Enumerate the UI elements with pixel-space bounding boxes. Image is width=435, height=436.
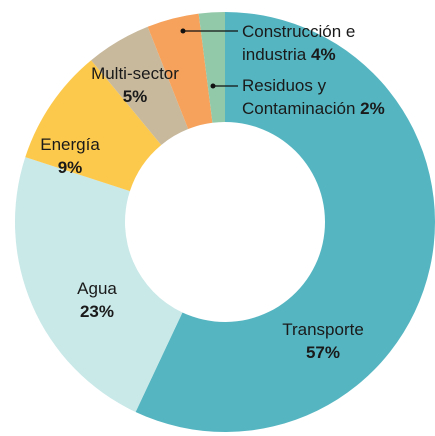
value-label: 23% xyxy=(79,302,115,321)
donut-slice xyxy=(135,12,435,432)
category-name: Agua xyxy=(77,279,117,298)
leader-dot xyxy=(180,28,186,34)
donut-slice xyxy=(198,12,225,123)
value-label: 4% xyxy=(311,45,336,64)
leader-dot xyxy=(210,83,216,89)
slice-label: Agua 23% xyxy=(77,277,117,323)
category-name: Construcción e industria xyxy=(242,22,356,64)
value-label: 57% xyxy=(305,343,341,362)
slice-label: Transporte 57% xyxy=(282,318,364,364)
value-label: 2% xyxy=(360,99,385,118)
slice-label: Energía 9% xyxy=(40,133,100,179)
category-name: Energía xyxy=(40,135,100,154)
donut-slice xyxy=(147,13,213,130)
donut-slice xyxy=(91,26,189,145)
slice-label: Residuos y Contaminación 2% xyxy=(242,74,412,120)
slice-label: Multi-sector 5% xyxy=(91,62,179,108)
slice-label: Construcción e industria 4% xyxy=(242,20,377,66)
donut-slice xyxy=(25,60,162,192)
category-name: Residuos y Contaminación xyxy=(242,76,356,118)
donut-slice xyxy=(14,157,183,413)
value-label: 5% xyxy=(122,87,148,106)
category-name: Transporte xyxy=(282,320,364,339)
value-label: 9% xyxy=(57,158,83,177)
category-name: Multi-sector xyxy=(91,64,179,83)
